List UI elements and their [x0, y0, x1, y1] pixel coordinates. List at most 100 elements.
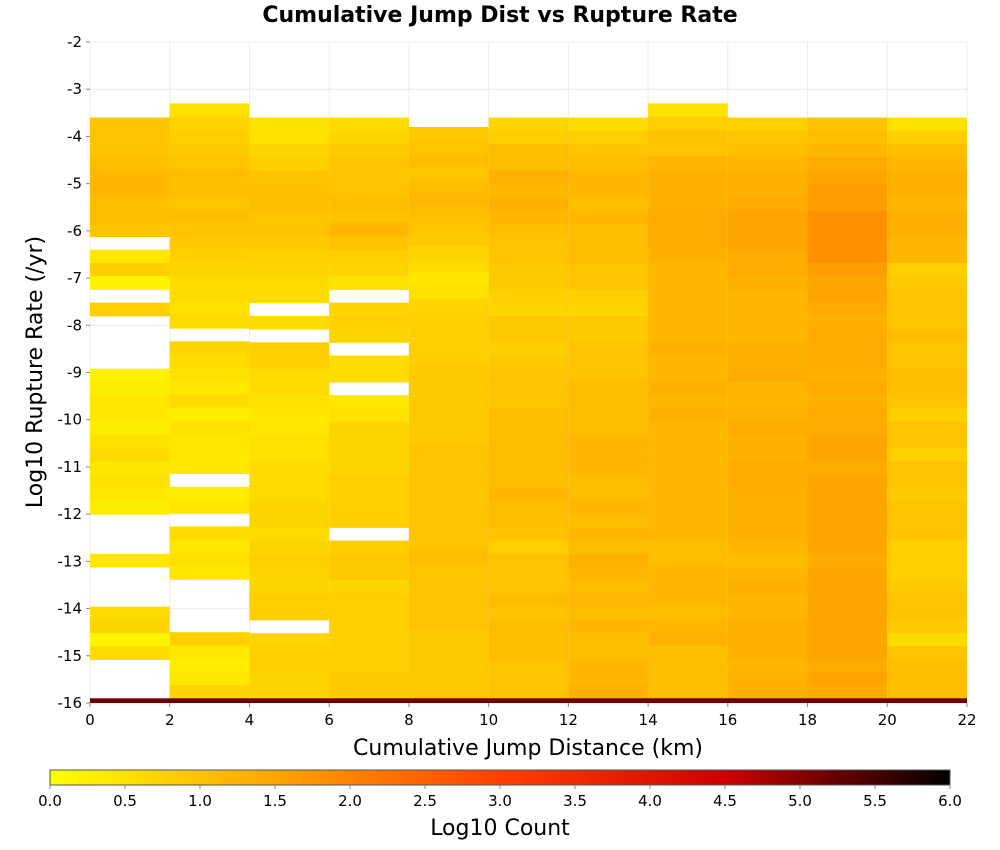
- heatmap-cell: [887, 249, 967, 264]
- heatmap-cell: [727, 395, 808, 409]
- heatmap-cell: [727, 170, 808, 185]
- heatmap-cell: [249, 342, 330, 357]
- heatmap-cell: [408, 391, 489, 406]
- heatmap-cell: [488, 355, 569, 370]
- heatmap-cell: [807, 646, 888, 661]
- heatmap-cell: [568, 421, 649, 436]
- heatmap-cell: [648, 341, 728, 356]
- heatmap-cell: [727, 130, 808, 145]
- heatmap-cell: [887, 619, 967, 634]
- heatmap-cell: [807, 474, 888, 489]
- heatmap-cell: [408, 285, 489, 300]
- heatmap-cell: [249, 276, 330, 290]
- heatmap-cell: [568, 619, 649, 634]
- heatmap-cell: [408, 272, 489, 287]
- heatmap-cell: [568, 408, 649, 423]
- heatmap-cell: [887, 329, 967, 343]
- heatmap-cell: [568, 593, 649, 608]
- heatmap-cell: [887, 421, 967, 436]
- heatmap-cell: [488, 540, 569, 555]
- heatmap-cell: [887, 342, 967, 357]
- heatmap-cell: [90, 448, 170, 462]
- heatmap-cell: [90, 619, 170, 634]
- heatmap-cell: [408, 655, 489, 670]
- heatmap-cell: [488, 262, 569, 277]
- heatmap-cell: [488, 408, 569, 423]
- heatmap-cell: [329, 249, 409, 264]
- heatmap-cell: [807, 580, 888, 594]
- heatmap-cell: [648, 354, 728, 369]
- heatmap-cell: [727, 619, 808, 634]
- heatmap-cell: [329, 672, 409, 687]
- heatmap-cell: [169, 288, 250, 303]
- heatmap-cell: [727, 659, 808, 674]
- heatmap-cell: [488, 210, 569, 224]
- heatmap-cell: [488, 249, 569, 264]
- heatmap-cell: [249, 593, 330, 608]
- heatmap-cell: [249, 249, 330, 264]
- heatmap-cell: [568, 580, 649, 594]
- colorbar-tick-label: 0.5: [113, 792, 137, 810]
- colorbar-tick-label: 3.5: [563, 792, 587, 810]
- heatmap-cell: [568, 276, 649, 290]
- heatmap-cell: [408, 193, 489, 207]
- heatmap-cell: [329, 262, 409, 277]
- heatmap-cell: [648, 645, 728, 660]
- heatmap-cell: [329, 355, 409, 370]
- heatmap-cell: [488, 170, 569, 185]
- heatmap-cell: [807, 157, 888, 171]
- heatmap-cell: [807, 170, 888, 185]
- heatmap-cell: [568, 342, 649, 357]
- heatmap-cell: [727, 474, 808, 489]
- heatmap-cell: [887, 434, 967, 449]
- heatmap-cell: [727, 540, 808, 555]
- heatmap-cell: [568, 302, 649, 317]
- heatmap-cell: [887, 157, 967, 171]
- heatmap-cell: [568, 672, 649, 687]
- heatmap-cell: [169, 143, 250, 157]
- heatmap-cell: [169, 539, 250, 554]
- heatmap-cell: [568, 368, 649, 383]
- heatmap-cell: [807, 143, 888, 158]
- heatmap-cell: [329, 646, 409, 661]
- heatmap-cell: [169, 209, 250, 223]
- heatmap-cell: [807, 527, 888, 542]
- heatmap-cell: [408, 457, 489, 472]
- heatmap-cell: [887, 553, 967, 568]
- heatmap-cell: [90, 117, 170, 132]
- heatmap-cell: [568, 183, 649, 198]
- heatmap-cell: [249, 117, 330, 132]
- heatmap-cell: [568, 170, 649, 185]
- heatmap-cell: [249, 289, 330, 304]
- heatmap-cell: [249, 606, 330, 621]
- heatmap-cell: [727, 276, 808, 290]
- colorbar-tick-label: 1.0: [188, 792, 212, 810]
- x-axis-ticks: 0 2 4 6 8 10 12 14 16 18 20 22: [85, 703, 977, 729]
- heatmap-cell: [408, 378, 489, 392]
- heatmap-cell: [329, 368, 409, 383]
- heatmap-cell: [887, 170, 967, 185]
- heatmap-cell: [727, 461, 808, 475]
- heatmap-cell: [329, 117, 409, 132]
- heatmap-cell: [727, 686, 808, 699]
- heatmap-cell: [90, 262, 170, 277]
- heatmap-cell: [169, 632, 250, 646]
- heatmap-cell: [249, 474, 330, 489]
- heatmap-cell: [648, 460, 728, 475]
- heatmap-cell: [329, 580, 409, 594]
- heatmap-cell: [648, 129, 728, 144]
- heatmap-cell: [408, 206, 489, 221]
- heatmap-cell: [408, 629, 489, 644]
- heatmap-cell: [887, 196, 967, 211]
- y-axis-ticks: -2 -3 -4 -5 -6 -7 -8 -9 -10 -11 -12 -13 -14 -15 -16: [58, 33, 90, 712]
- heatmap-cell: [90, 157, 170, 171]
- heatmap-cell: [807, 196, 888, 211]
- heatmap-cell: [169, 301, 250, 316]
- heatmap-cell: [568, 606, 649, 621]
- heatmap-cell: [249, 646, 330, 661]
- heatmap-cell: [727, 355, 808, 370]
- colorbar: [49, 769, 951, 786]
- colorbar-tick-label: 0.0: [38, 792, 62, 810]
- heatmap-cell: [90, 183, 170, 198]
- heatmap-cell: [329, 448, 409, 462]
